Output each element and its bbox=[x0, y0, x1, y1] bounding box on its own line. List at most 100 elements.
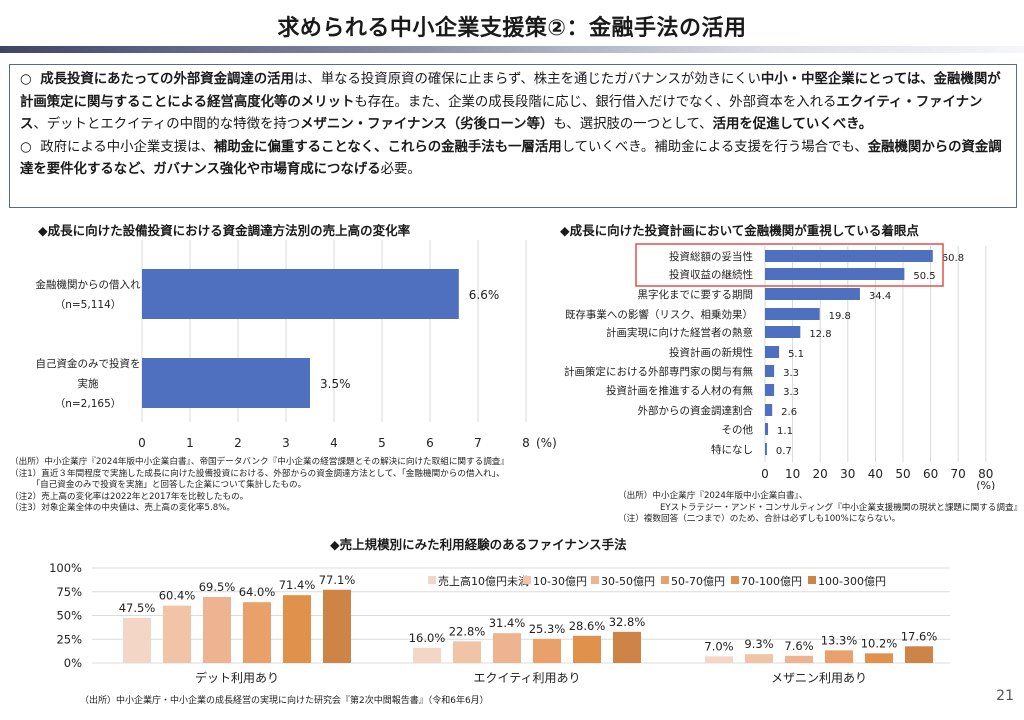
bar bbox=[765, 404, 773, 416]
note-line: 「自己資金のみで投資を実施」と回答した企業について集計したもの。 bbox=[10, 480, 307, 490]
x-tick-label: 20 bbox=[813, 467, 828, 481]
right-chart: 0 10 20 30 40 50 60 70 80(%) 60.8 投資総額の妥当性 50.5 投資収益… bbox=[564, 243, 995, 490]
bar bbox=[765, 365, 775, 377]
bar bbox=[705, 656, 733, 663]
bar bbox=[765, 443, 767, 455]
bar-value-label: 5.1 bbox=[788, 349, 804, 360]
bar bbox=[453, 641, 481, 663]
body-text: 政府による中小企業支援は、 bbox=[40, 139, 214, 155]
x-tick-label: 40 bbox=[868, 467, 883, 481]
note-line: （注1）直近３年間程度で実施した成長に向けた設備投資における、外部からの資金調達… bbox=[10, 468, 505, 479]
x-tick-label: 70 bbox=[951, 467, 966, 481]
category-label: その他 bbox=[722, 423, 754, 436]
category-label: メザニン利用あり bbox=[771, 671, 867, 685]
bottom-chart-source: （出所）中小企業庁・中小企業の成長経営の実現に向けた研究会『第2次中間報告書』（… bbox=[80, 696, 489, 706]
legend-label: 50-70億円 bbox=[671, 575, 725, 588]
bar bbox=[163, 605, 191, 663]
category-label: エクイティ利用あり bbox=[473, 671, 580, 685]
y-tick-label: 75% bbox=[56, 585, 82, 599]
bar bbox=[765, 384, 775, 396]
bar-value-label: 16.0% bbox=[409, 631, 446, 645]
category-label: 黒字化までに要する期間 bbox=[638, 288, 754, 301]
x-tick-label: 10 bbox=[785, 467, 800, 481]
x-tick-label: 80 bbox=[978, 467, 993, 481]
bar-value-label: 34.4 bbox=[869, 291, 891, 302]
bar-value-label: 17.6% bbox=[901, 629, 938, 643]
emphasis-text: 中小・中堅企業にとっては、金融機関が計画策定に関与することによる経営高度化等のメ… bbox=[20, 72, 1001, 110]
x-tick-label: 5 bbox=[378, 436, 386, 450]
bar bbox=[745, 654, 773, 663]
bar-value-label: 3.3 bbox=[783, 368, 799, 379]
x-tick-label: 8 bbox=[522, 436, 530, 450]
legend-label: 100-300億円 bbox=[818, 575, 886, 588]
bar-value-label: 31.4% bbox=[489, 616, 526, 630]
legend-swatch bbox=[661, 576, 669, 584]
bar-value-label: 3.3 bbox=[783, 387, 799, 398]
legend-label: 70-100億円 bbox=[741, 575, 802, 588]
bar-value-label: 9.3% bbox=[744, 637, 773, 651]
bar-value-label: 50.5 bbox=[913, 271, 935, 282]
bar bbox=[765, 268, 905, 280]
bar-value-label: 13.3% bbox=[821, 633, 858, 647]
bar-value-label: 10.2% bbox=[861, 636, 898, 650]
y-tick-label: 50% bbox=[56, 609, 82, 623]
legend-swatch bbox=[808, 576, 816, 584]
bar-value-label: 12.8 bbox=[809, 329, 831, 340]
page-number: 21 bbox=[996, 688, 1014, 704]
bar-value-label: 22.8% bbox=[449, 624, 486, 638]
summary-box: ○ 成長投資にあたっての外部資金調達の活用は、単なる投資原資の確保に止まらず、株… bbox=[9, 64, 1017, 208]
category-label: 自己資金のみで投資を bbox=[36, 357, 141, 370]
category-label: 投資収益の継続性 bbox=[669, 268, 753, 281]
legend-label: 10-30億円 bbox=[533, 575, 587, 588]
body-text: 、デットとエクイティの中間的な特徴を持つ bbox=[33, 117, 301, 132]
bar bbox=[493, 633, 521, 663]
bullet-icon: ○ bbox=[20, 72, 32, 87]
category-label: 計画策定における外部専門家の関与有無 bbox=[564, 365, 753, 378]
bottom-chart: 0% 25% 50% 75% 100% 47.5% 16.0% 7.0% 60.4% 22.8% 9… bbox=[49, 561, 950, 685]
emphasis-text: 成長投資にあたっての外部資金調達の活用 bbox=[40, 72, 294, 87]
page-title: 求められる中小企業支援策②：金融手法の活用 bbox=[277, 16, 747, 41]
bar-value-label: 77.1% bbox=[319, 573, 356, 587]
bar bbox=[765, 308, 820, 320]
emphasis-text: メザニン・ファイナンス（劣後ローン等） bbox=[300, 117, 554, 132]
note-line: （注3）対象企業全体の中央値は、売上高の変化率5.8%。 bbox=[10, 503, 235, 513]
body-text: 必要。 bbox=[380, 162, 421, 177]
bullet-icon: ○ bbox=[20, 139, 32, 155]
legend-label: 30-50億円 bbox=[601, 575, 655, 588]
x-tick-label: 7 bbox=[474, 436, 482, 450]
bar-value-label: 7.0% bbox=[704, 639, 733, 653]
bar bbox=[825, 650, 853, 663]
body-text: も存在。また、企業の成長段階に応じ、銀行借入だけでなく、外部資本を入れる bbox=[354, 94, 837, 110]
bar-value-label: 60.8 bbox=[942, 253, 964, 264]
note-line: EYストラテジー・アンド・コンサルティング『中小企業支援機関の現状と課題に関する… bbox=[660, 502, 1023, 513]
bar bbox=[765, 288, 860, 300]
legend-swatch bbox=[428, 576, 436, 584]
emphasis-text: 活用を促進していくべき。 bbox=[712, 117, 873, 132]
x-tick-label: 30 bbox=[840, 467, 855, 481]
category-label: 実施 bbox=[78, 377, 99, 390]
emphasis-text: 補助金に偏重することなく、これらの金融手法も一層活用 bbox=[213, 139, 562, 155]
bar bbox=[785, 655, 813, 663]
bar bbox=[323, 589, 351, 663]
highlight-box bbox=[635, 243, 944, 287]
legend-swatch bbox=[731, 576, 739, 584]
category-label: 計画実現に向けた経営者の熱意 bbox=[606, 326, 753, 339]
body-text: も、選択肢の一つとして、 bbox=[553, 117, 713, 132]
bar-value-label: 32.8% bbox=[609, 615, 646, 629]
body-text: は、単なる投資原資の確保に止まらず、株主を通じたガバナンスが効きにくい bbox=[293, 72, 761, 87]
left-chart-notes: （出所）中小企業庁『2024年版中小企業白書』、帝国データバンク『中小企業の経営… bbox=[10, 457, 509, 515]
bar bbox=[243, 602, 271, 663]
bar bbox=[533, 638, 561, 663]
category-label: （n=2,165） bbox=[55, 398, 122, 410]
y-tick-label: 25% bbox=[56, 632, 82, 646]
right-chart-title: ◆成長に向けた投資計画において金融機関が重視している着眼点 bbox=[560, 223, 919, 238]
summary-paragraph-2: ○ 政府による中小企業支援は、補助金に偏重することなく、これらの金融手法も一層活… bbox=[20, 137, 1006, 182]
bar bbox=[865, 653, 893, 663]
bar-value-label: 7.6% bbox=[784, 639, 813, 653]
x-tick-label: 3 bbox=[282, 436, 290, 450]
bar bbox=[283, 595, 311, 663]
category-label: 既存事業への影響（リスク、相乗効果） bbox=[565, 308, 753, 321]
bar bbox=[203, 596, 231, 663]
x-tick-label: 0 bbox=[761, 467, 769, 481]
bar bbox=[765, 346, 780, 358]
